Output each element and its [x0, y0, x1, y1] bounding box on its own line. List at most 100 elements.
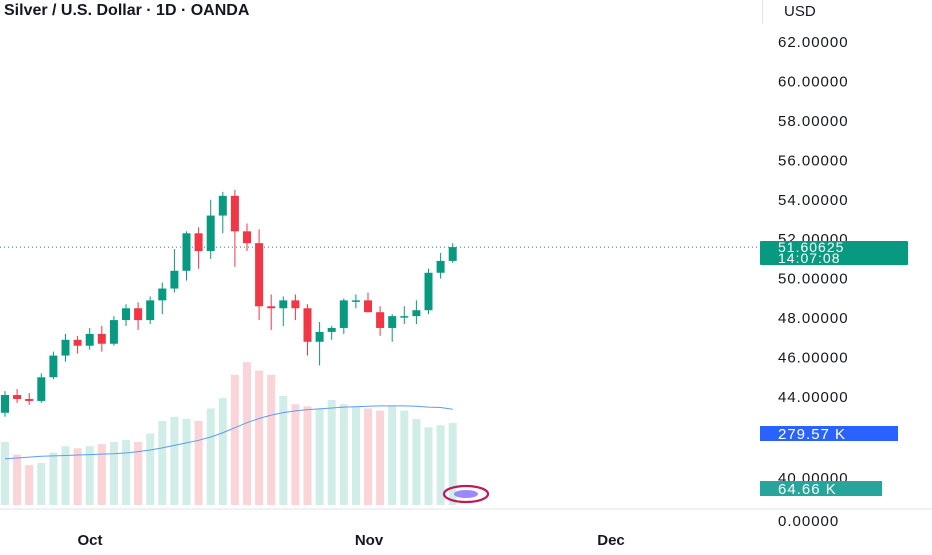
volume-bar: [1, 442, 9, 505]
candle-body: [279, 300, 288, 309]
volume-ma-badge: [760, 426, 898, 441]
volume-bar: [230, 374, 239, 505]
volume-bar: [400, 410, 409, 505]
volume-bar: [291, 404, 300, 505]
price-tick-label: 0.00000: [778, 513, 839, 530]
candle-body: [291, 300, 300, 309]
volume-ma-label: 279.57 K: [778, 426, 846, 443]
candle-body: [109, 320, 118, 344]
candle-body: [122, 308, 130, 321]
candle-body: [85, 333, 94, 346]
watermark-logo-inner-icon: [454, 490, 478, 498]
time-tick-label: Dec: [597, 532, 625, 549]
price-tick-label: 60.00000: [778, 73, 849, 90]
volume-pane: [1, 362, 490, 505]
chart-title: Silver / U.S. Dollar · 1D · OANDA: [4, 2, 250, 19]
volume-bar: [158, 421, 167, 505]
volume-bar: [364, 408, 372, 505]
currency-selector[interactable]: USD: [784, 3, 816, 20]
volume-bar: [109, 442, 118, 505]
candle-body: [13, 395, 22, 399]
volume-bar: [85, 446, 94, 505]
watermark-logo-icon: [442, 484, 490, 504]
volume-bar: [351, 406, 360, 505]
volume-bar: [327, 400, 336, 505]
candle-body: [267, 306, 276, 309]
time-axis: Oct Nov Dec: [0, 508, 932, 549]
volume-bar: [436, 425, 445, 505]
candle-body: [412, 310, 421, 317]
volume-bar: [218, 397, 227, 505]
volume-label: 64.66 K: [778, 481, 837, 498]
candle-body: [73, 339, 82, 346]
candle-body: [448, 247, 457, 261]
volume-badge: [760, 481, 882, 496]
candle-body: [436, 260, 445, 273]
volume-bar: [424, 427, 433, 505]
price-tick-label: 56.00000: [778, 152, 849, 169]
price-tick-label: 62.00000: [778, 34, 849, 51]
price-tick-label: 48.00000: [778, 310, 849, 327]
price-axis: 62.00000 60.00000 58.00000 56.00000 54.00000…: [778, 34, 849, 530]
volume-bar: [376, 410, 385, 505]
candle-body: [376, 312, 385, 328]
candle-body: [388, 316, 397, 328]
candle-body: [97, 333, 106, 344]
candle-body: [182, 233, 191, 271]
candle-body: [158, 288, 167, 301]
candle-body: [255, 243, 264, 307]
candle-body: [424, 272, 433, 311]
candle-body: [194, 233, 203, 252]
volume-bar: [13, 454, 22, 505]
volume-bar: [206, 408, 215, 505]
candle-body: [61, 339, 70, 356]
candle-body: [364, 300, 372, 313]
candle-body: [351, 300, 360, 302]
price-tick-label: 46.00000: [778, 350, 849, 367]
volume-bar: [388, 406, 397, 505]
current-price-badge: [760, 241, 908, 265]
time-tick-label: Nov: [355, 532, 384, 549]
time-tick-label: Oct: [77, 532, 102, 549]
volume-bar: [73, 448, 82, 505]
candle-body: [400, 316, 409, 318]
volume-bar: [182, 418, 191, 505]
candle-body: [170, 270, 179, 289]
candle-body: [218, 195, 227, 216]
candle-body: [339, 300, 348, 328]
candle-body: [146, 300, 155, 321]
candle-body: [49, 355, 58, 378]
candle-body: [315, 331, 324, 342]
candle-body: [1, 395, 9, 413]
candle-body: [230, 195, 239, 232]
volume-bar: [61, 446, 70, 505]
volume-bar: [339, 404, 348, 505]
price-tick-label: 54.00000: [778, 192, 849, 209]
volume-bar: [303, 406, 312, 505]
candle-body: [243, 231, 251, 244]
candle-body: [206, 215, 215, 252]
candle-body: [25, 398, 34, 401]
price-tick-label: 44.00000: [778, 389, 849, 406]
candles-layer: [0, 189, 758, 417]
volume-bar: [267, 374, 276, 505]
volume-bar: [412, 418, 421, 505]
volume-bar: [25, 465, 34, 505]
volume-bar: [255, 370, 264, 505]
volume-bar: [194, 421, 203, 505]
volume-bar: [170, 416, 179, 505]
volume-bar: [134, 442, 143, 505]
volume-bar: [448, 423, 457, 505]
price-tick-label: 50.00000: [778, 271, 849, 288]
volume-bar: [146, 433, 155, 505]
current-price-label: 51.60625: [778, 239, 844, 255]
candle-body: [134, 308, 143, 321]
volume-ma-line: [4, 405, 453, 460]
volume-bar: [122, 439, 130, 505]
volume-bar: [315, 408, 324, 505]
currency-divider: [762, 0, 763, 24]
countdown-label: 14:07:08: [778, 250, 841, 266]
